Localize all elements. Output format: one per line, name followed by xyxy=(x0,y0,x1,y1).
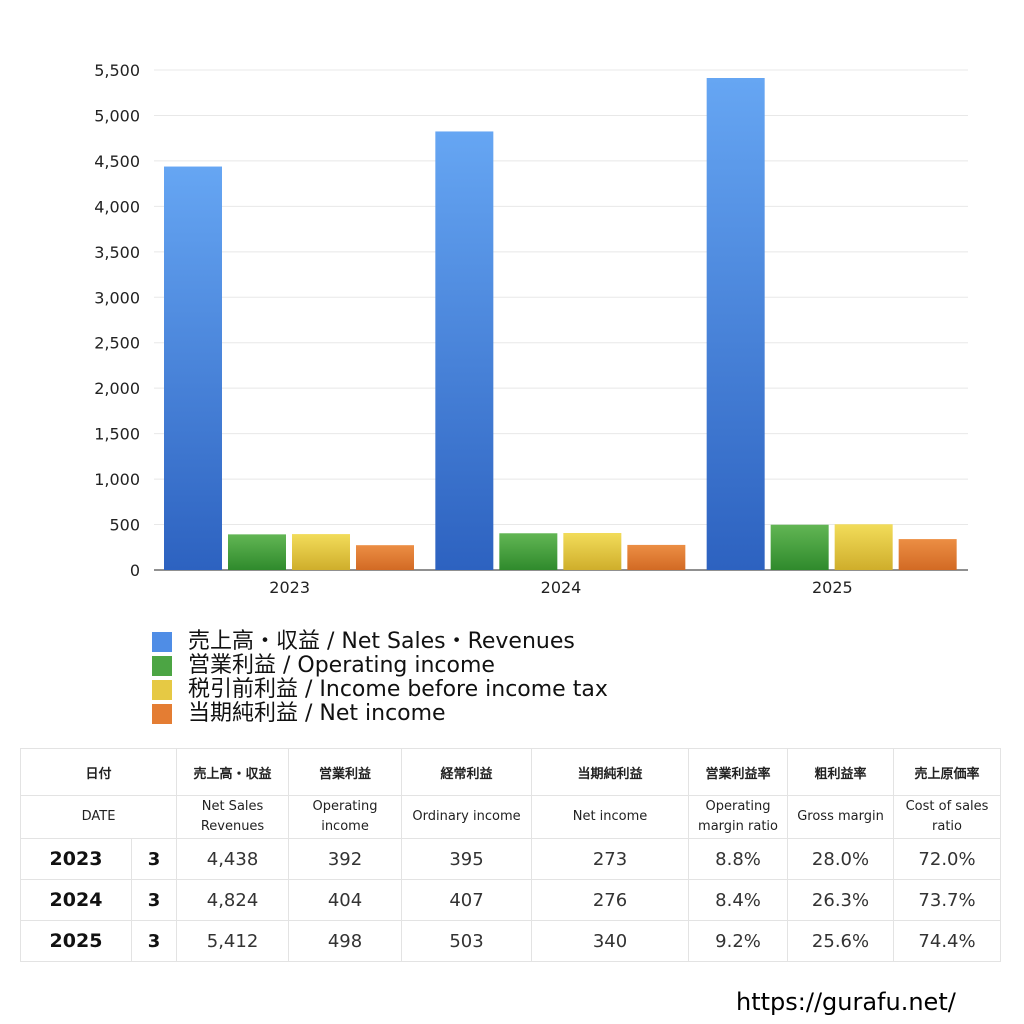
bar-2025-series-0 xyxy=(706,78,765,570)
legend-label: 税引前利益 / Income before income tax xyxy=(188,677,608,702)
header-net-sales-jp: 売上高・収益 xyxy=(176,748,290,796)
bar-2024-series-3 xyxy=(627,544,686,570)
header-net-sales-en: Net Sales Revenues xyxy=(176,795,290,839)
x-tick-label: 2025 xyxy=(812,578,853,597)
cell-ordinary-income: 407 xyxy=(401,879,533,921)
y-tick-label: 5,500 xyxy=(94,61,140,80)
y-tick-label: 0 xyxy=(130,561,140,580)
header-operating-margin-en: Operating margin ratio xyxy=(688,795,789,839)
cell-operating-income: 404 xyxy=(288,879,403,921)
bar-2023-series-1 xyxy=(228,534,286,570)
cell-net-sales: 5,412 xyxy=(176,920,290,962)
header-ordinary-income-jp: 経常利益 xyxy=(401,748,533,796)
table-row: 2025 3 5,412 498 503 340 9.2% 25.6% 74.4… xyxy=(20,920,1002,962)
y-tick-label: 1,000 xyxy=(94,470,140,489)
y-tick-label: 4,000 xyxy=(94,197,140,216)
y-tick-label: 3,500 xyxy=(94,243,140,262)
table-row: 2024 3 4,824 404 407 276 8.4% 26.3% 73.7… xyxy=(20,879,1002,921)
legend-item-operating-income: 営業利益 / Operating income xyxy=(152,654,608,678)
financial-data-table: 日付 売上高・収益 営業利益 経常利益 当期純利益 営業利益率 粗利益率 売上原… xyxy=(19,748,1002,962)
header-operating-income-jp: 営業利益 xyxy=(288,748,403,796)
source-link[interactable]: https://gurafu.net/ xyxy=(736,988,956,1016)
bar-2024-series-2 xyxy=(563,533,622,570)
legend-label: 当期純利益 / Net income xyxy=(188,701,446,726)
header-operating-income-en: Operating income xyxy=(288,795,403,839)
bar-2023-series-3 xyxy=(356,545,414,570)
y-tick-label: 1,500 xyxy=(94,425,140,444)
header-gross-margin-jp: 粗利益率 xyxy=(787,748,895,796)
legend-swatch xyxy=(152,656,172,676)
legend-item-net-income: 当期純利益 / Net income xyxy=(152,702,608,726)
cell-net-income: 273 xyxy=(531,838,690,880)
row-year: 2023 xyxy=(20,838,132,880)
legend-swatch xyxy=(152,680,172,700)
bar-2023-series-2 xyxy=(292,534,350,570)
row-month: 3 xyxy=(130,920,178,962)
legend-label: 営業利益 / Operating income xyxy=(188,653,495,678)
legend-item-income-before-tax: 税引前利益 / Income before income tax xyxy=(152,678,608,702)
bar-2025-series-2 xyxy=(834,524,893,570)
table-header-en: DATE Net Sales Revenues Operating income… xyxy=(19,795,1002,839)
bar-2024-series-1 xyxy=(499,533,558,570)
x-tick-label: 2023 xyxy=(269,578,310,597)
header-operating-margin-jp: 営業利益率 xyxy=(688,748,789,796)
x-tick-label: 2024 xyxy=(541,578,582,597)
cell-gross-margin: 26.3% xyxy=(787,879,895,921)
bar-2025-series-1 xyxy=(770,524,829,570)
bar-chart: 0 500 1,000 1,500 2,000 2,500 3,000 3,500 4,000 4… xyxy=(94,61,968,597)
chart-legend: 売上高・収益 / Net Sales・Revenues 営業利益 / Opera… xyxy=(152,630,608,726)
legend-swatch xyxy=(152,632,172,652)
legend-label: 売上高・収益 / Net Sales・Revenues xyxy=(188,629,575,654)
cell-cost-ratio: 73.7% xyxy=(893,879,1002,921)
y-tick-label: 500 xyxy=(109,516,140,535)
cell-operating-margin: 8.8% xyxy=(688,838,789,880)
header-net-income-en: Net income xyxy=(531,795,690,839)
row-month: 3 xyxy=(130,879,178,921)
cell-net-sales: 4,438 xyxy=(176,838,290,880)
legend-item-net-sales: 売上高・収益 / Net Sales・Revenues xyxy=(152,630,608,654)
header-date-en: DATE xyxy=(19,795,178,839)
cell-operating-margin: 9.2% xyxy=(688,920,789,962)
cell-cost-ratio: 74.4% xyxy=(893,920,1002,962)
header-ordinary-income-en: Ordinary income xyxy=(401,795,533,839)
cell-operating-income: 498 xyxy=(288,920,403,962)
y-tick-label: 3,000 xyxy=(94,288,140,307)
bar-2025-series-3 xyxy=(898,539,957,570)
table-row: 2023 3 4,438 392 395 273 8.8% 28.0% 72.0… xyxy=(20,838,1002,880)
row-year: 2024 xyxy=(20,879,132,921)
cell-net-income: 340 xyxy=(531,920,690,962)
cell-operating-income: 392 xyxy=(288,838,403,880)
legend-swatch xyxy=(152,704,172,724)
cell-cost-ratio: 72.0% xyxy=(893,838,1002,880)
y-tick-label: 5,000 xyxy=(94,106,140,125)
header-cost-ratio-en: Cost of sales ratio xyxy=(893,795,1002,839)
header-net-income-jp: 当期純利益 xyxy=(531,748,690,796)
cell-gross-margin: 25.6% xyxy=(787,920,895,962)
cell-net-income: 276 xyxy=(531,879,690,921)
y-tick-label: 2,000 xyxy=(94,379,140,398)
header-gross-margin-en: Gross margin xyxy=(787,795,895,839)
cell-operating-margin: 8.4% xyxy=(688,879,789,921)
cell-ordinary-income: 395 xyxy=(401,838,533,880)
table-header-jp: 日付 売上高・収益 営業利益 経常利益 当期純利益 営業利益率 粗利益率 売上原… xyxy=(19,748,1002,796)
cell-ordinary-income: 503 xyxy=(401,920,533,962)
bar-2024-series-0 xyxy=(435,131,494,571)
y-tick-label: 2,500 xyxy=(94,334,140,353)
cell-net-sales: 4,824 xyxy=(176,879,290,921)
row-year: 2025 xyxy=(20,920,132,962)
header-date-jp: 日付 xyxy=(19,748,178,796)
y-tick-label: 4,500 xyxy=(94,152,140,171)
cell-gross-margin: 28.0% xyxy=(787,838,895,880)
header-cost-ratio-jp: 売上原価率 xyxy=(893,748,1002,796)
bar-2023-series-0 xyxy=(164,166,222,570)
row-month: 3 xyxy=(130,838,178,880)
